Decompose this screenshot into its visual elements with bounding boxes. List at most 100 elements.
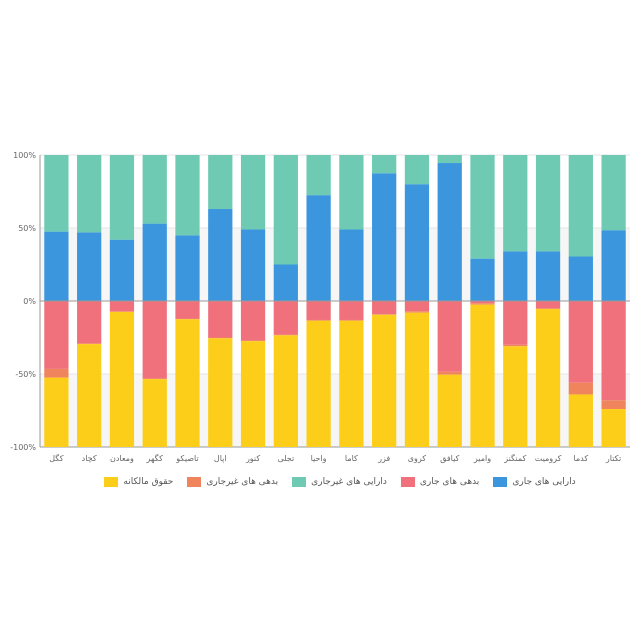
legend-swatch xyxy=(187,477,202,487)
x-tick-label: کنور xyxy=(245,454,260,463)
y-tick-label: 100% xyxy=(13,151,36,160)
x-tick-label: کگهر xyxy=(146,453,164,463)
bar-segment xyxy=(273,334,298,336)
bar-segment xyxy=(142,379,167,447)
bar-segment xyxy=(601,409,626,447)
bar-segment xyxy=(142,223,167,301)
bar-segment xyxy=(77,344,102,447)
bar-segment xyxy=(535,309,561,447)
bar-segment xyxy=(601,301,626,401)
bar-segment xyxy=(503,251,528,301)
bar-segment xyxy=(535,155,561,252)
bar-segment xyxy=(437,163,462,301)
bar-segment xyxy=(339,155,364,230)
x-tick-label: تاصیکو xyxy=(175,454,198,463)
bar-segment xyxy=(175,318,200,320)
bar-segment xyxy=(240,341,266,447)
bar-segment xyxy=(404,312,430,447)
legend-item[interactable]: بدهی های غیرجاری xyxy=(187,477,278,487)
x-tick-label: کچاد xyxy=(82,454,97,463)
bar-segment xyxy=(568,256,593,301)
bar-segment xyxy=(339,320,364,447)
legend-swatch xyxy=(104,477,119,487)
bar-segment xyxy=(208,337,233,339)
bar-segment xyxy=(372,173,397,301)
bar-segment xyxy=(503,301,528,345)
bar-segment xyxy=(404,155,430,185)
bar-segment xyxy=(109,155,135,240)
bar-segment xyxy=(175,301,200,319)
legend-item[interactable]: بدهی های جاری xyxy=(400,477,479,487)
bar-segment xyxy=(404,184,430,301)
bar-segment xyxy=(77,155,102,233)
legend-label: بدهی های غیرجاری xyxy=(206,477,279,487)
bar-segment xyxy=(240,155,266,230)
x-tick-label: کاما xyxy=(345,454,358,463)
legend-label: دارایی های جاری xyxy=(512,477,576,487)
bar-segment xyxy=(339,301,364,320)
bar-segment xyxy=(273,301,298,335)
x-tick-label: تکتار xyxy=(605,454,621,463)
bar-segment xyxy=(273,264,298,301)
bar-segment xyxy=(568,382,593,395)
bar-segment xyxy=(77,343,102,345)
bar-segment xyxy=(273,335,298,447)
bar-segment xyxy=(109,301,135,312)
legend-swatch xyxy=(493,477,508,487)
bar-segment xyxy=(306,195,331,301)
bar-segment xyxy=(306,301,331,320)
legend-item[interactable]: حقوق مالکانه xyxy=(104,477,173,487)
bar-segment xyxy=(437,371,462,375)
x-tick-label: کروی xyxy=(408,454,427,463)
bar-segment xyxy=(601,400,626,410)
x-tick-label: ومعادن xyxy=(110,454,134,463)
y-tick-label: -100% xyxy=(10,443,36,452)
x-tick-label: کمنگنز xyxy=(503,453,526,463)
bar-segment xyxy=(208,338,233,447)
legend-swatch xyxy=(400,477,415,487)
bar-segment xyxy=(44,231,69,301)
bar-segment xyxy=(470,301,495,304)
bar-segment xyxy=(208,209,233,301)
bar-segment xyxy=(44,301,69,369)
bar-segment xyxy=(306,319,331,321)
bar-segment xyxy=(44,377,69,447)
bar-segment xyxy=(404,311,430,313)
bar-segment xyxy=(372,301,397,315)
legend-item[interactable]: دارایی های جاری xyxy=(493,477,576,487)
plot-band xyxy=(40,301,630,374)
y-tick-label: -50% xyxy=(15,370,36,379)
bar-segment xyxy=(240,301,266,341)
bar-segment xyxy=(437,155,462,164)
bar-segment xyxy=(175,319,200,447)
x-tick-label: کیافق xyxy=(440,454,459,463)
bar-segment xyxy=(273,155,298,265)
bar-segment xyxy=(437,301,462,372)
bar-segment xyxy=(240,229,266,301)
plot-band xyxy=(40,228,630,301)
x-tick-label: تجلی xyxy=(277,454,294,463)
x-tick-label: وامیر xyxy=(473,454,491,463)
x-tick-label: کرومیت xyxy=(535,454,562,463)
bar-segment xyxy=(208,155,233,210)
x-tick-label: کگل xyxy=(49,453,63,463)
x-tick-label: اپال xyxy=(214,454,227,463)
bar-segment xyxy=(142,378,167,380)
bar-segment xyxy=(470,258,495,301)
bar-segment xyxy=(470,304,495,447)
bar-segment xyxy=(240,340,266,342)
x-tick-label: واحیا xyxy=(311,454,327,463)
bar-segment xyxy=(470,303,495,305)
bar-segment xyxy=(404,301,430,312)
bar-segment xyxy=(568,394,593,447)
bar-segment xyxy=(503,344,528,347)
x-tick-label: فزر xyxy=(377,454,390,463)
y-tick-label: 0% xyxy=(23,297,36,306)
legend-item[interactable]: دارایی های غیرجاری xyxy=(292,477,387,487)
bar-segment xyxy=(503,155,528,252)
bar-segment xyxy=(470,155,495,259)
bar-segment xyxy=(109,311,135,312)
bar-segment xyxy=(44,155,69,232)
bar-segment xyxy=(44,368,69,378)
plot-band xyxy=(40,374,630,447)
